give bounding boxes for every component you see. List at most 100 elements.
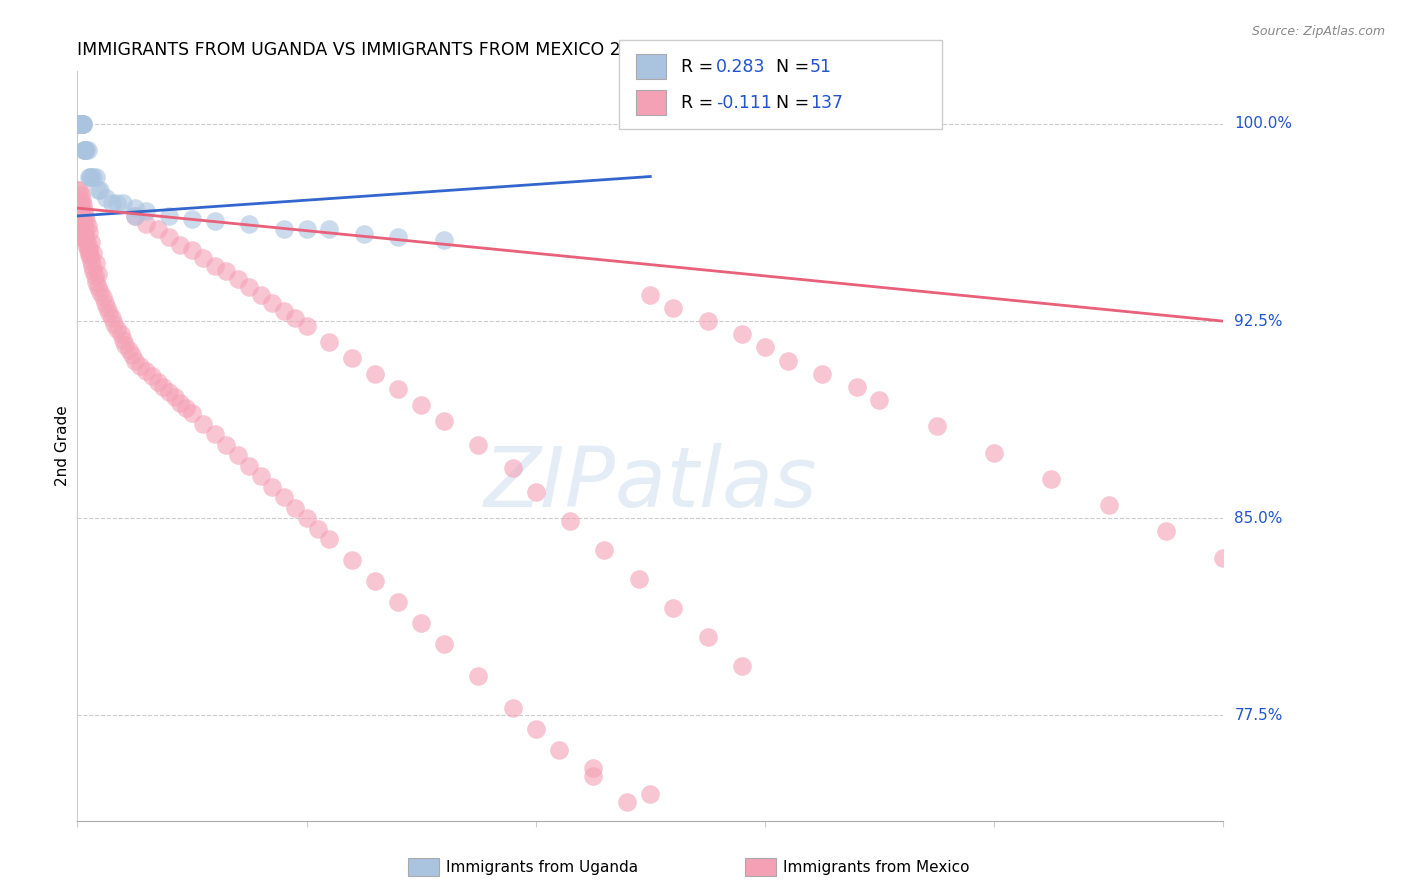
Point bbox=[76, 238, 98, 252]
Point bbox=[558, 514, 581, 528]
Point bbox=[662, 600, 685, 615]
Point bbox=[731, 327, 754, 342]
Y-axis label: 2nd Grade: 2nd Grade bbox=[55, 406, 70, 486]
Point bbox=[73, 222, 96, 236]
Point bbox=[89, 183, 111, 197]
Point bbox=[433, 638, 456, 652]
Point bbox=[69, 117, 91, 131]
Text: -0.111: -0.111 bbox=[716, 94, 772, 112]
Text: R =: R = bbox=[681, 58, 718, 76]
Point bbox=[318, 222, 340, 236]
Point bbox=[67, 195, 90, 210]
Point bbox=[70, 117, 93, 131]
Point bbox=[433, 414, 456, 428]
Point bbox=[80, 253, 103, 268]
Point bbox=[141, 369, 163, 384]
Point bbox=[67, 117, 90, 131]
Point bbox=[83, 269, 105, 284]
Point bbox=[69, 201, 91, 215]
Text: 0.283: 0.283 bbox=[716, 58, 765, 76]
Text: IMMIGRANTS FROM UGANDA VS IMMIGRANTS FROM MEXICO 2ND GRADE CORRELATION CHART: IMMIGRANTS FROM UGANDA VS IMMIGRANTS FRO… bbox=[77, 41, 908, 59]
Point bbox=[84, 256, 107, 270]
Point bbox=[262, 295, 284, 310]
Point bbox=[157, 209, 180, 223]
Point bbox=[180, 406, 204, 420]
Point bbox=[273, 303, 295, 318]
Point bbox=[845, 380, 868, 394]
Point bbox=[124, 209, 146, 223]
Text: 77.5%: 77.5% bbox=[1234, 708, 1282, 723]
Point bbox=[82, 169, 104, 184]
Point bbox=[94, 295, 117, 310]
Point bbox=[593, 542, 616, 557]
Text: 100.0%: 100.0% bbox=[1234, 117, 1292, 131]
Point bbox=[82, 264, 104, 278]
Point bbox=[157, 230, 180, 244]
Point bbox=[215, 264, 238, 278]
Point bbox=[193, 417, 215, 431]
Point bbox=[69, 117, 91, 131]
Point bbox=[77, 169, 100, 184]
Point bbox=[80, 169, 103, 184]
Point bbox=[70, 206, 93, 220]
Point bbox=[467, 438, 489, 452]
Point bbox=[640, 288, 662, 302]
Text: 85.0%: 85.0% bbox=[1234, 511, 1282, 525]
Point bbox=[79, 248, 101, 262]
Point bbox=[76, 219, 98, 234]
Point bbox=[80, 235, 103, 250]
Point bbox=[318, 533, 340, 547]
Point bbox=[295, 319, 318, 334]
Point bbox=[89, 285, 111, 300]
Text: 51: 51 bbox=[810, 58, 832, 76]
Point bbox=[76, 143, 98, 157]
Point bbox=[84, 169, 107, 184]
Point bbox=[91, 290, 114, 304]
Text: N =: N = bbox=[776, 58, 815, 76]
Point bbox=[502, 461, 524, 475]
Point bbox=[72, 117, 94, 131]
Point bbox=[169, 238, 191, 252]
Point bbox=[100, 195, 122, 210]
Point bbox=[124, 353, 146, 368]
Text: 92.5%: 92.5% bbox=[1234, 314, 1282, 328]
Point bbox=[433, 233, 456, 247]
Point bbox=[411, 616, 433, 631]
Point bbox=[100, 311, 122, 326]
Point bbox=[75, 233, 97, 247]
Point bbox=[180, 243, 204, 257]
Point bbox=[174, 401, 197, 415]
Point bbox=[180, 211, 204, 226]
Point bbox=[124, 201, 146, 215]
Point bbox=[69, 201, 91, 215]
Point bbox=[215, 438, 238, 452]
Point bbox=[69, 117, 91, 131]
Point bbox=[411, 398, 433, 412]
Point bbox=[87, 280, 110, 294]
Point bbox=[273, 490, 295, 504]
Point bbox=[70, 117, 93, 131]
Point bbox=[77, 225, 100, 239]
Point bbox=[72, 117, 94, 131]
Point bbox=[249, 469, 271, 483]
Point bbox=[67, 183, 90, 197]
Point bbox=[696, 314, 718, 328]
Point bbox=[69, 117, 91, 131]
Point bbox=[696, 630, 718, 644]
Point bbox=[121, 348, 143, 362]
Point bbox=[129, 359, 152, 373]
Text: Source: ZipAtlas.com: Source: ZipAtlas.com bbox=[1251, 25, 1385, 38]
Text: Immigrants from Mexico: Immigrants from Mexico bbox=[783, 860, 970, 874]
Point bbox=[77, 248, 100, 262]
Point bbox=[811, 367, 834, 381]
Point bbox=[364, 574, 387, 589]
Point bbox=[318, 335, 340, 350]
Point bbox=[96, 301, 118, 315]
Point bbox=[226, 448, 249, 462]
Point bbox=[70, 117, 93, 131]
Point bbox=[249, 288, 271, 302]
Point bbox=[135, 364, 157, 378]
Point bbox=[307, 522, 329, 536]
Text: Immigrants from Uganda: Immigrants from Uganda bbox=[446, 860, 638, 874]
Point bbox=[70, 211, 93, 226]
